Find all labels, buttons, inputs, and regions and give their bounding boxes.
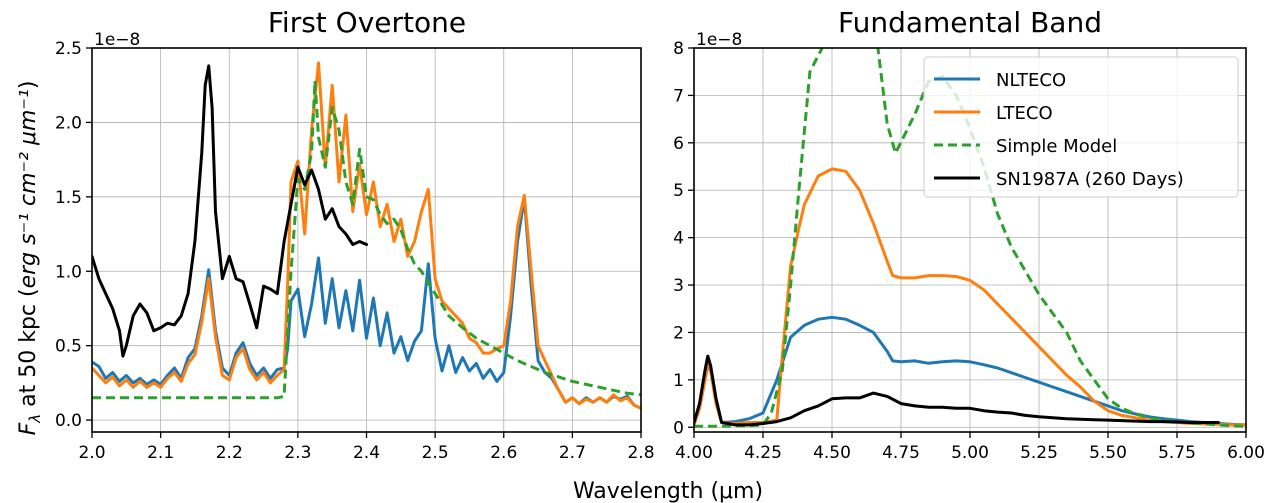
first-overtone-ticks: 2.0 2.1 2.2 2.3 2.4 2.5 2.6 2.7 2.8 0.0 0.5 1.0 1.5 2…	[55, 39, 655, 463]
fundamental-band-x-tick-label: 5.75	[1158, 443, 1196, 463]
fundamental-band-ticks: 4.00 4.25 4.50 4.75 5.00 5.25 5.50 5.75 6.00 0 1 2 3…	[673, 39, 1265, 463]
fundamental-band-series-lteco	[694, 167, 1246, 427]
fundamental-band-x-tick-label: 5.25	[1020, 443, 1058, 463]
y-axis-label-unit: erg s⁻¹ cm⁻² μm⁻¹	[16, 89, 41, 288]
first-overtone-panel: 2.0 2.1 2.2 2.3 2.4 2.5 2.6 2.7 2.8 0.0 0.5 1.0 1.5 2…	[55, 6, 655, 463]
first-overtone-series-nlteco	[92, 196, 641, 410]
fundamental-band-panel: 4.00 4.25 4.50 4.75 5.00 5.25 5.50 5.75 6.00 0 1 2 3…	[673, 6, 1265, 463]
fundamental-band-title: Fundamental Band	[838, 6, 1102, 39]
fundamental-band-y-tick-label: 5	[673, 181, 684, 201]
first-overtone-y-tick-label: 0.5	[55, 337, 82, 357]
first-overtone-x-tick-label: 2.2	[216, 443, 243, 463]
y-axis-label-close: )	[16, 81, 41, 90]
y-axis-label-text: at 50 kpc (	[16, 288, 41, 413]
fundamental-band-x-tick-label: 4.00	[675, 443, 713, 463]
fundamental-band-x-tick-label: 5.50	[1089, 443, 1127, 463]
first-overtone-offset-label: 1e−8	[94, 30, 140, 50]
fundamental-band-lines	[694, 48, 1246, 428]
y-axis-label-subscript: λ	[26, 414, 44, 424]
first-overtone-series-simple-model	[92, 79, 641, 400]
first-overtone-series-lteco	[92, 61, 641, 410]
legend-box	[923, 56, 1239, 198]
first-overtone-y-tick-label: 1.5	[55, 188, 82, 208]
fundamental-band-x-tick-label: 4.25	[744, 443, 782, 463]
legend-label-sn1987a-260-days: SN1987A (260 Days)	[996, 169, 1184, 190]
fundamental-band-x-tick-label: 6.00	[1227, 443, 1265, 463]
first-overtone-lines	[92, 61, 641, 410]
fundamental-band-y-tick-label: 3	[673, 276, 684, 296]
legend-label-nlteco: NLTECO	[996, 70, 1066, 91]
fundamental-band-series-sn1987a-260-days	[694, 354, 1220, 427]
fundamental-band-y-tick-label: 7	[673, 86, 684, 106]
fundamental-band-x-tick-label: 4.75	[882, 443, 920, 463]
legend-items: NLTECO LTECO Simple Model SN1987A (260 Days…	[934, 70, 1184, 190]
legend-label-lteco: LTECO	[996, 103, 1053, 124]
fundamental-band-x-tick-label: 4.50	[813, 443, 851, 463]
first-overtone-x-tick-label: 2.3	[284, 443, 311, 463]
y-axis-label: Fλ at 50 kpc (erg s⁻¹ cm⁻² μm⁻¹)	[16, 81, 44, 436]
first-overtone-y-tick-label: 2.0	[55, 113, 82, 133]
x-axis-label: Wavelength (μm)	[573, 479, 763, 503]
first-overtone-x-tick-label: 2.5	[422, 443, 449, 463]
fundamental-band-y-tick-label: 1	[673, 371, 684, 391]
first-overtone-series-sn1987a-260-days	[92, 64, 368, 358]
first-overtone-x-tick-label: 2.0	[78, 443, 105, 463]
first-overtone-x-tick-label: 2.4	[353, 443, 380, 463]
fundamental-band-y-tick-label: 6	[673, 134, 684, 154]
first-overtone-x-tick-label: 2.6	[490, 443, 517, 463]
legend: NLTECO LTECO Simple Model SN1987A (260 Days…	[923, 56, 1239, 198]
first-overtone-x-tick-label: 2.7	[559, 443, 586, 463]
y-axis-label-symbol: F	[16, 422, 41, 435]
first-overtone-y-tick-label: 2.5	[55, 39, 82, 59]
fundamental-band-x-tick-label: 5.00	[951, 443, 989, 463]
fundamental-band-y-tick-label: 2	[673, 323, 684, 343]
fundamental-band-offset-label: 1e−8	[696, 30, 742, 50]
fundamental-band-y-tick-label: 8	[673, 39, 684, 59]
first-overtone-y-tick-label: 0.0	[55, 411, 82, 431]
legend-label-simple-model: Simple Model	[996, 136, 1117, 157]
fundamental-band-y-tick-label: 4	[673, 229, 684, 249]
first-overtone-x-tick-label: 2.1	[147, 443, 174, 463]
first-overtone-title: First Overtone	[268, 6, 466, 39]
fundamental-band-y-tick-label: 0	[673, 418, 684, 438]
fundamental-band-series-simple-model	[694, 48, 1246, 428]
first-overtone-x-tick-label: 2.8	[627, 443, 654, 463]
first-overtone-y-tick-label: 1.0	[55, 262, 82, 282]
